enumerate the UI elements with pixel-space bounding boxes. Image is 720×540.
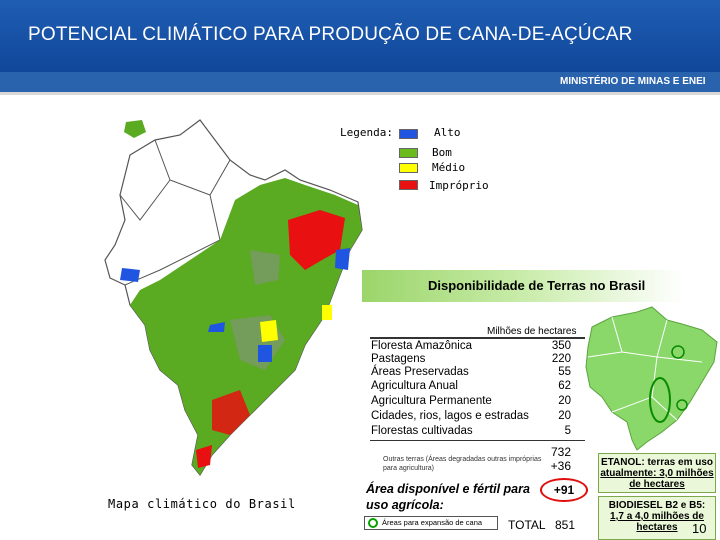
legend-title: Legenda: [340,126,393,139]
expansion-area-dot [671,345,685,359]
table-mid-rule [370,440,585,441]
land-row-label: Floresta Amazônica [371,340,472,352]
table-top-rule [370,337,585,339]
total-label: TOTAL [508,518,546,532]
land-row-label: Áreas Preservadas [371,366,469,378]
ministry-label: MINISTÉRIO DE MINAS E ENEI [560,76,706,87]
available-area-label: Área disponível e fértil para uso agríco… [366,482,530,512]
land-row-value: 5 [564,425,571,437]
red-south [212,390,250,435]
title-bar [0,0,720,72]
expansion-circle-icon [368,518,378,528]
yellow-central [260,320,278,342]
biodiesel-line-3: hectares [636,522,678,533]
red-northeast [288,210,345,270]
header-divider [0,92,720,95]
units-label: Milhões de hectares [487,326,577,337]
land-row-label: Agricultura Permanente [371,395,492,407]
blue-coast [335,248,350,270]
page-number: 10 [692,521,707,536]
legend-swatch-bom [399,148,418,158]
green-island [124,120,146,138]
legend-swatch-medio [399,163,418,173]
land-availability-header [362,270,720,302]
other-lands-label: Outras terras (Áreas degradadas outras i… [383,456,542,472]
red-south-2 [196,445,212,468]
small-map-shape [585,306,718,451]
legend-label-alto: Alto [434,126,461,139]
map-caption: Mapa climático do Brasil [108,497,296,511]
available-area-value: +91 [540,478,588,502]
etanol-line-2: atualmente: 3,0 milhões [600,468,714,479]
biodiesel-line-1: BIODIESEL B2 e B5: [608,500,706,511]
expansion-area-dot-2 [676,399,688,411]
land-row-label: Pastagens [371,353,426,365]
slide-title: POTENCIAL CLIMÁTICO PARA PRODUÇÃO DE CAN… [28,24,633,45]
land-row-label: Agricultura Anual [371,380,458,392]
other-lands-value: +36 [550,459,571,473]
expansion-legend-label: Áreas para expansão de cana [382,518,483,527]
land-row-value: 220 [551,353,571,365]
legend-label-bom: Bom [432,146,452,159]
expansion-legend-box [364,516,498,530]
blue-central-2 [208,322,225,332]
sugarcane-expansion-map [585,306,718,451]
blue-central [258,345,272,362]
small-map-borders [587,316,703,421]
ministry-bar [0,72,720,92]
yellow-east [322,305,332,320]
legend-swatch-alto [399,129,418,139]
etanol-line-3: de hectares [629,479,685,490]
legend-label-improprio: Impróprio [429,179,489,192]
etanol-line-1: ETANOL: terras em uso [600,457,714,468]
land-row-value: 55 [558,366,571,378]
expansion-area-ring [649,377,671,423]
land-row-label: Cidades, rios, lagos e estradas [371,410,529,422]
biodiesel-line-2: 1,7 a 4,0 milhões de [610,511,704,522]
land-row-value: 350 [551,340,571,352]
land-row-value: 20 [558,395,571,407]
brazil-climate-map [104,119,363,477]
biodiesel-box: BIODIESEL B2 e B5: 1,7 a 4,0 milhões de … [598,496,716,540]
total-value: 851 [554,518,575,532]
legend-label-medio: Médio [432,161,466,174]
land-row-value: 20 [558,410,571,422]
state-borders [119,139,261,286]
land-availability-title: Disponibilidade de Terras no Brasil [428,278,646,293]
blue-northwest [120,268,140,282]
land-row-label: Florestas cultivadas [371,425,473,437]
etanol-box: ETANOL: terras em uso atualmente: 3,0 mi… [598,453,716,493]
land-row-value: 62 [558,380,571,392]
legend-swatch-improprio [399,180,418,190]
subtotal-value: 732 [550,445,571,459]
